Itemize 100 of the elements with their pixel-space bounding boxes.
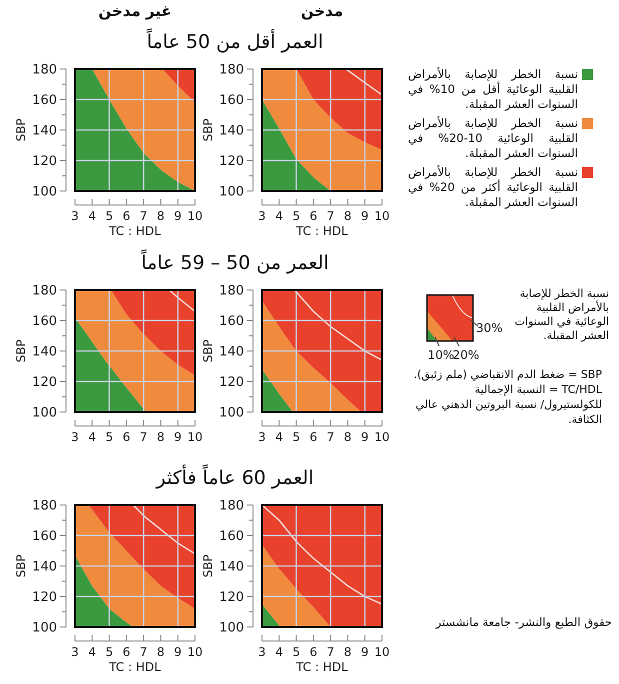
y-tick-label: 100: [32, 406, 57, 420]
y-tick-label: 120: [219, 375, 244, 390]
x-tick-label: 5: [105, 645, 114, 659]
x-axis-title: TC : HDL: [295, 660, 348, 674]
y-tick-label: 100: [32, 184, 57, 200]
x-tick-label: 9: [361, 645, 369, 659]
chart-subtitle: غير مدخن: [97, 2, 173, 20]
x-tick-label: 6: [310, 209, 318, 223]
y-tick-label: 140: [32, 124, 57, 138]
x-tick-label: 9: [174, 645, 182, 659]
y-tick-label: 140: [32, 344, 57, 360]
text: 30%: [476, 321, 503, 335]
x-tick-label: 5: [105, 430, 114, 444]
line-series: [262, 505, 382, 605]
x-axis-title: TC : HDL: [108, 660, 162, 674]
x-tick-label: 8: [156, 430, 165, 444]
x-tick-label: 6: [122, 430, 130, 444]
y-tick-label: 160: [32, 529, 57, 544]
text: 20%: [452, 348, 480, 362]
line-series: [132, 505, 195, 554]
x-tick-label: 3: [258, 645, 266, 659]
x-tick-label: 5: [292, 430, 300, 444]
y-tick-label: 180: [32, 284, 57, 298]
text: 10%: [428, 348, 454, 362]
y-tick-label: 100: [219, 620, 244, 636]
x-tick-label: 3: [71, 430, 79, 444]
x-tick-label: 10: [187, 209, 203, 223]
x-tick-label: 8: [156, 645, 165, 659]
x-tick-label: 5: [105, 209, 114, 223]
x-tick-label: 7: [326, 645, 334, 659]
x-tick-label: 5: [292, 645, 300, 659]
x-tick-label: 9: [361, 209, 369, 223]
y-tick-label: 180: [219, 498, 244, 514]
chart-subtitle: مدخن: [300, 2, 344, 20]
x-tick-label: 8: [344, 430, 352, 444]
y-tick-label: 140: [219, 344, 244, 360]
y-axis-title: SBP: [14, 339, 28, 363]
x-tick-label: 7: [326, 209, 334, 223]
x-tick-label: 7: [326, 430, 334, 444]
x-tick-label: 4: [275, 209, 283, 223]
text: العمر أقل من 50 عاماً: [146, 31, 324, 53]
x-tick-label: 7: [140, 209, 148, 223]
x-tick-label: 3: [71, 209, 79, 223]
x-tick-label: 10: [187, 645, 203, 659]
y-tick-label: 100: [32, 620, 57, 636]
y-tick-label: 120: [32, 590, 57, 605]
y-tick-label: 160: [32, 93, 57, 108]
y-tick-label: 180: [219, 62, 244, 78]
line-series: [294, 290, 382, 361]
y-tick-label: 160: [219, 314, 244, 329]
y-tick-label: 180: [219, 284, 244, 298]
x-tick-label: 4: [275, 430, 283, 444]
x-tick-label: 6: [122, 645, 130, 659]
legend-label: نسبة الخطر للإصابة بالأمراض القلبية الوعائية أكثر من 20% في السنوات العشر المقبلة.: [408, 165, 578, 210]
text: نسبة الخطر للإصابة بالأمراض القلبية الوعائية في السنوات العشر المقبلة.: [514, 287, 609, 343]
y-tick-label: 160: [219, 529, 244, 544]
x-tick-label: 3: [71, 645, 79, 659]
text: SBP = ضغط الدم الانقباضي (ملم زئبق).: [412, 367, 602, 382]
text: العمر من 50 – 59 عاماً: [140, 252, 330, 274]
x-tick-label: 9: [174, 430, 182, 444]
x-tick-label: 4: [88, 430, 96, 444]
x-tick-label: 8: [344, 209, 352, 223]
y-tick-label: 180: [32, 62, 57, 78]
x-tick-label: 6: [310, 645, 318, 659]
text: TC/HDL = النسبة الإجمالية للكولستيرول/ نسبة البروتين الدهني عالي الكثافة.: [414, 382, 602, 427]
x-tick-label: 10: [374, 430, 390, 444]
y-axis-title: SBP: [201, 118, 215, 142]
x-tick-label: 10: [374, 209, 390, 223]
x-tick-label: 7: [140, 430, 148, 444]
x-tick-label: 3: [258, 430, 266, 444]
x-axis-title: TC : HDL: [108, 224, 162, 238]
x-tick-label: 4: [88, 209, 96, 223]
legend-label: نسبة الخطر للإصابة بالأمراض القلبية الوعائية 10-20% في السنوات العشر المقبلة.: [408, 116, 578, 161]
y-axis-title: SBP: [201, 339, 215, 363]
text: حقوق الطبع والنشر- جامعة مانشستر: [434, 615, 612, 629]
x-tick-label: 8: [344, 645, 352, 659]
x-tick-label: 7: [140, 645, 148, 659]
y-tick-label: 160: [32, 314, 57, 329]
y-tick-label: 140: [219, 124, 244, 138]
x-tick-label: 9: [361, 430, 369, 444]
y-tick-label: 120: [219, 154, 244, 169]
x-tick-label: 9: [174, 209, 182, 223]
x-tick-label: 8: [156, 209, 165, 223]
y-tick-label: 120: [32, 375, 57, 390]
x-tick-label: 4: [88, 645, 96, 659]
x-tick-label: 5: [292, 209, 300, 223]
x-tick-label: 4: [275, 645, 283, 659]
y-tick-label: 180: [32, 498, 57, 514]
y-tick-label: 140: [32, 560, 57, 574]
x-tick-label: 10: [187, 430, 203, 444]
x-tick-label: 6: [122, 209, 130, 223]
y-tick-label: 120: [32, 154, 57, 169]
x-tick-label: 10: [374, 645, 390, 659]
x-tick-label: 6: [310, 430, 318, 444]
y-tick-label: 100: [219, 406, 244, 420]
y-tick-label: 140: [219, 560, 244, 574]
y-tick-label: 160: [219, 93, 244, 108]
y-axis-title: SBP: [201, 554, 215, 578]
y-tick-label: 120: [219, 590, 244, 605]
x-tick-label: 3: [258, 209, 266, 223]
